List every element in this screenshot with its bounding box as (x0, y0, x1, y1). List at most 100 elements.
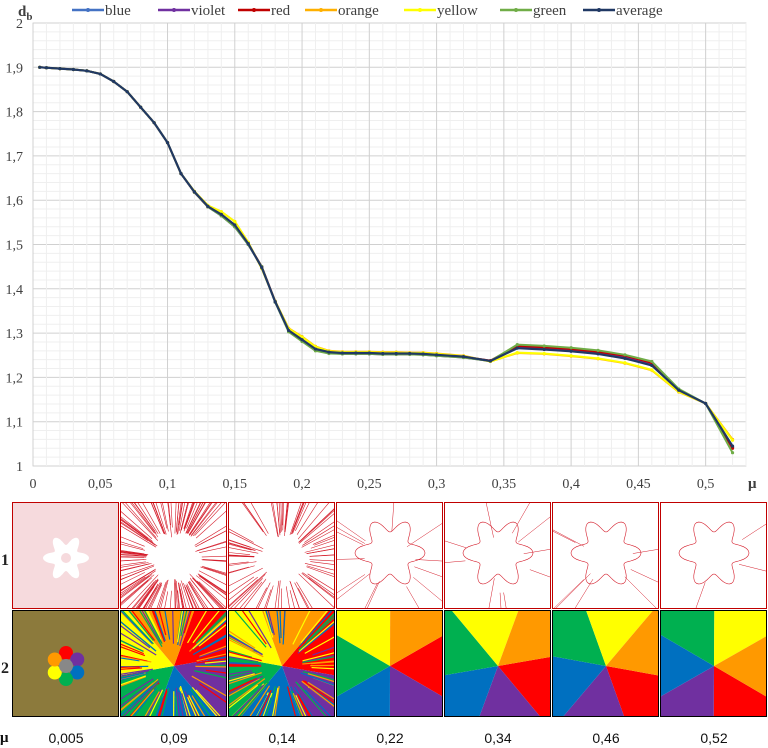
ray (200, 664, 226, 667)
ray (297, 503, 330, 541)
color-sector (498, 611, 550, 666)
ray (302, 671, 334, 681)
ray (121, 572, 145, 585)
data-point (233, 223, 237, 227)
ray (121, 525, 157, 548)
ray (249, 685, 271, 716)
y-tick-label: 1,4 (6, 283, 24, 298)
ray (445, 540, 467, 549)
ray (624, 576, 657, 608)
ray (175, 579, 178, 608)
ray (301, 680, 334, 707)
ray (179, 583, 187, 608)
ray (229, 567, 263, 587)
ray (281, 588, 283, 608)
ray (121, 554, 154, 558)
ray (153, 503, 166, 536)
ray (229, 555, 258, 558)
ray (292, 611, 311, 645)
ray (149, 582, 163, 608)
flower-outline (570, 521, 642, 585)
ray (170, 503, 173, 528)
colored-panel (336, 610, 443, 717)
ray (122, 611, 154, 645)
ray (184, 586, 194, 608)
ray (300, 672, 334, 686)
ray (186, 503, 211, 538)
legend-marker (252, 8, 256, 12)
legend-marker (514, 8, 518, 12)
ray (161, 687, 170, 716)
ray (121, 556, 148, 558)
mu-value: 0,005 (48, 730, 84, 746)
line-chart: 1 1,1 1,2 1,3 1,4 1,5 1,6 1,7 1,8 1,9 2 0 0,05 0,1 0,… (6, 3, 758, 492)
color-sector (714, 611, 766, 666)
y-tick-label: 1,6 (6, 194, 24, 209)
ray (289, 590, 295, 608)
ray (146, 689, 163, 716)
ray (121, 667, 143, 670)
ray (180, 503, 189, 531)
ray (297, 693, 311, 716)
ray (337, 558, 365, 560)
ray (742, 523, 766, 540)
x-tick-label: 0,4 (562, 477, 580, 492)
ray (147, 611, 160, 635)
ray (185, 584, 197, 608)
ray (184, 576, 205, 608)
boundary-panel (552, 502, 659, 609)
panel-background (661, 503, 766, 608)
ray (278, 503, 282, 534)
ray (499, 592, 502, 608)
ray (199, 645, 226, 657)
ray (183, 503, 194, 530)
ray (229, 656, 259, 663)
ray (121, 552, 150, 556)
ray (121, 556, 145, 558)
ray (198, 624, 226, 647)
ray (488, 578, 495, 608)
data-point (152, 121, 156, 125)
data-point (300, 338, 304, 342)
ray (137, 503, 159, 535)
ray (302, 679, 334, 704)
ray (250, 503, 270, 536)
data-point (327, 350, 331, 354)
ray (121, 655, 152, 663)
ray (229, 547, 262, 555)
y-tick-label: 1,3 (6, 327, 24, 342)
mu-value: 0,34 (484, 730, 512, 746)
ray (121, 564, 155, 577)
data-point (44, 66, 49, 70)
x-axis-label: μ (748, 476, 757, 492)
ray (149, 689, 164, 716)
ray (271, 503, 279, 537)
data-point (488, 359, 492, 363)
ray (200, 642, 226, 655)
ray (301, 623, 334, 651)
ray (292, 503, 304, 531)
ray (131, 611, 156, 641)
flower-outline (462, 521, 534, 585)
data-point (58, 67, 62, 71)
ray (135, 577, 160, 608)
ray (280, 503, 282, 532)
ray (229, 630, 256, 649)
ray (272, 503, 279, 538)
ray (180, 577, 191, 608)
ray (130, 689, 155, 716)
ray (229, 552, 250, 555)
ray (161, 611, 171, 647)
ray (229, 663, 261, 666)
data-point (408, 351, 412, 356)
ray (207, 656, 226, 661)
ray (203, 559, 226, 561)
ray (292, 692, 304, 716)
ray (177, 611, 183, 643)
row-label-1: 1 (1, 552, 9, 569)
ray (179, 611, 191, 646)
ray (121, 553, 151, 557)
ray (298, 620, 334, 652)
data-point (112, 79, 116, 84)
ray (555, 573, 591, 608)
